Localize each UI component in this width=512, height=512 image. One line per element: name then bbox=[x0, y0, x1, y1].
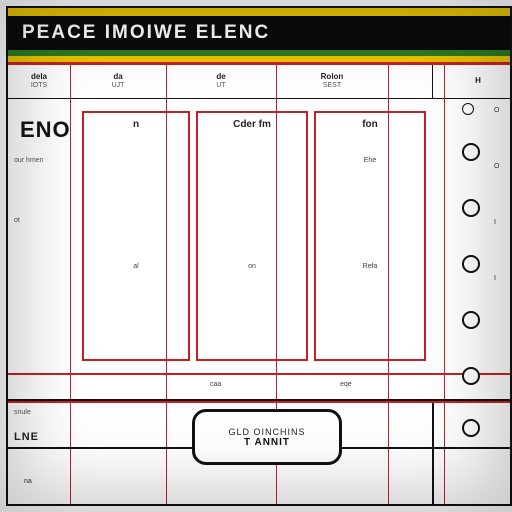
row-header-column: ENO our hmen ot snule LNE bbox=[8, 99, 70, 504]
callout-line-2: T ANNIT bbox=[244, 437, 290, 448]
row-header-label: ot bbox=[14, 217, 20, 224]
cell-label: caa bbox=[210, 381, 221, 388]
row-header-label: snule bbox=[14, 409, 31, 416]
row-header-main: ENO bbox=[20, 117, 71, 143]
ring-marker-icon bbox=[462, 419, 480, 437]
panel-sub-label: Ehe bbox=[316, 157, 424, 164]
row-header-label: LNE bbox=[14, 431, 39, 443]
vertical-rule bbox=[70, 65, 71, 99]
column-header-cell: deUT bbox=[166, 65, 276, 98]
column-header-cell: RolonSEST bbox=[276, 65, 388, 98]
right-rail-label: O bbox=[494, 107, 499, 114]
report-frame: PEACE IMOIWE ELENC delaIOTSdaUJTdeUTRolo… bbox=[6, 6, 512, 506]
horizontal-rule bbox=[8, 401, 510, 403]
right-rail-label: O bbox=[494, 163, 499, 170]
data-panel: fon Ehe Refa bbox=[314, 111, 426, 361]
callout-box: GLD OINCHINST ANNIT bbox=[192, 409, 342, 465]
ring-marker-icon bbox=[462, 367, 480, 385]
panel-sub-label: on bbox=[198, 263, 306, 270]
vertical-rule bbox=[276, 65, 277, 99]
title-bar: PEACE IMOIWE ELENC bbox=[8, 16, 510, 50]
page-title: PEACE IMOIWE ELENC bbox=[8, 22, 270, 44]
vertical-rule bbox=[432, 65, 433, 99]
row-header-label: our hmen bbox=[14, 157, 44, 164]
right-rail-label: I bbox=[494, 219, 496, 226]
panel-title: n bbox=[84, 119, 188, 130]
cell-label: eqe bbox=[340, 381, 352, 388]
horizontal-rule bbox=[8, 373, 510, 375]
panel-sub-label: al bbox=[84, 263, 188, 270]
vertical-rule bbox=[444, 99, 445, 504]
vertical-rule bbox=[166, 65, 167, 99]
ring-marker-icon bbox=[462, 255, 480, 273]
body-area: ENO our hmen ot snule LNE na n al Cder fm on fo… bbox=[8, 99, 510, 504]
panel-sub-label: Refa bbox=[316, 263, 424, 270]
data-panel: n al bbox=[82, 111, 190, 361]
footer-tick-row: na bbox=[8, 478, 510, 494]
vertical-rule bbox=[444, 65, 445, 99]
ring-marker-icon bbox=[462, 103, 474, 115]
right-rail-label: I bbox=[494, 275, 496, 282]
vertical-rule bbox=[388, 65, 389, 99]
stripe-yellow-top bbox=[8, 8, 510, 16]
column-header-cell: H bbox=[444, 65, 512, 98]
callout-line-1: GLD OINCHINS bbox=[228, 427, 305, 437]
vertical-rule bbox=[432, 399, 434, 504]
ring-marker-icon bbox=[462, 311, 480, 329]
column-header-cell: delaIOTS bbox=[8, 65, 70, 98]
footer-tick: na bbox=[24, 478, 32, 485]
column-header-cell: daUJT bbox=[70, 65, 166, 98]
panel-title: fon bbox=[316, 119, 424, 130]
data-panel: Cder fm on bbox=[196, 111, 308, 361]
ring-marker-icon bbox=[462, 199, 480, 217]
panel-title: Cder fm bbox=[198, 119, 306, 130]
vertical-rule bbox=[70, 99, 71, 504]
column-header-cell bbox=[388, 65, 444, 98]
ring-marker-icon bbox=[462, 143, 480, 161]
column-header-row: delaIOTSdaUJTdeUTRolonSEST H bbox=[8, 65, 510, 99]
